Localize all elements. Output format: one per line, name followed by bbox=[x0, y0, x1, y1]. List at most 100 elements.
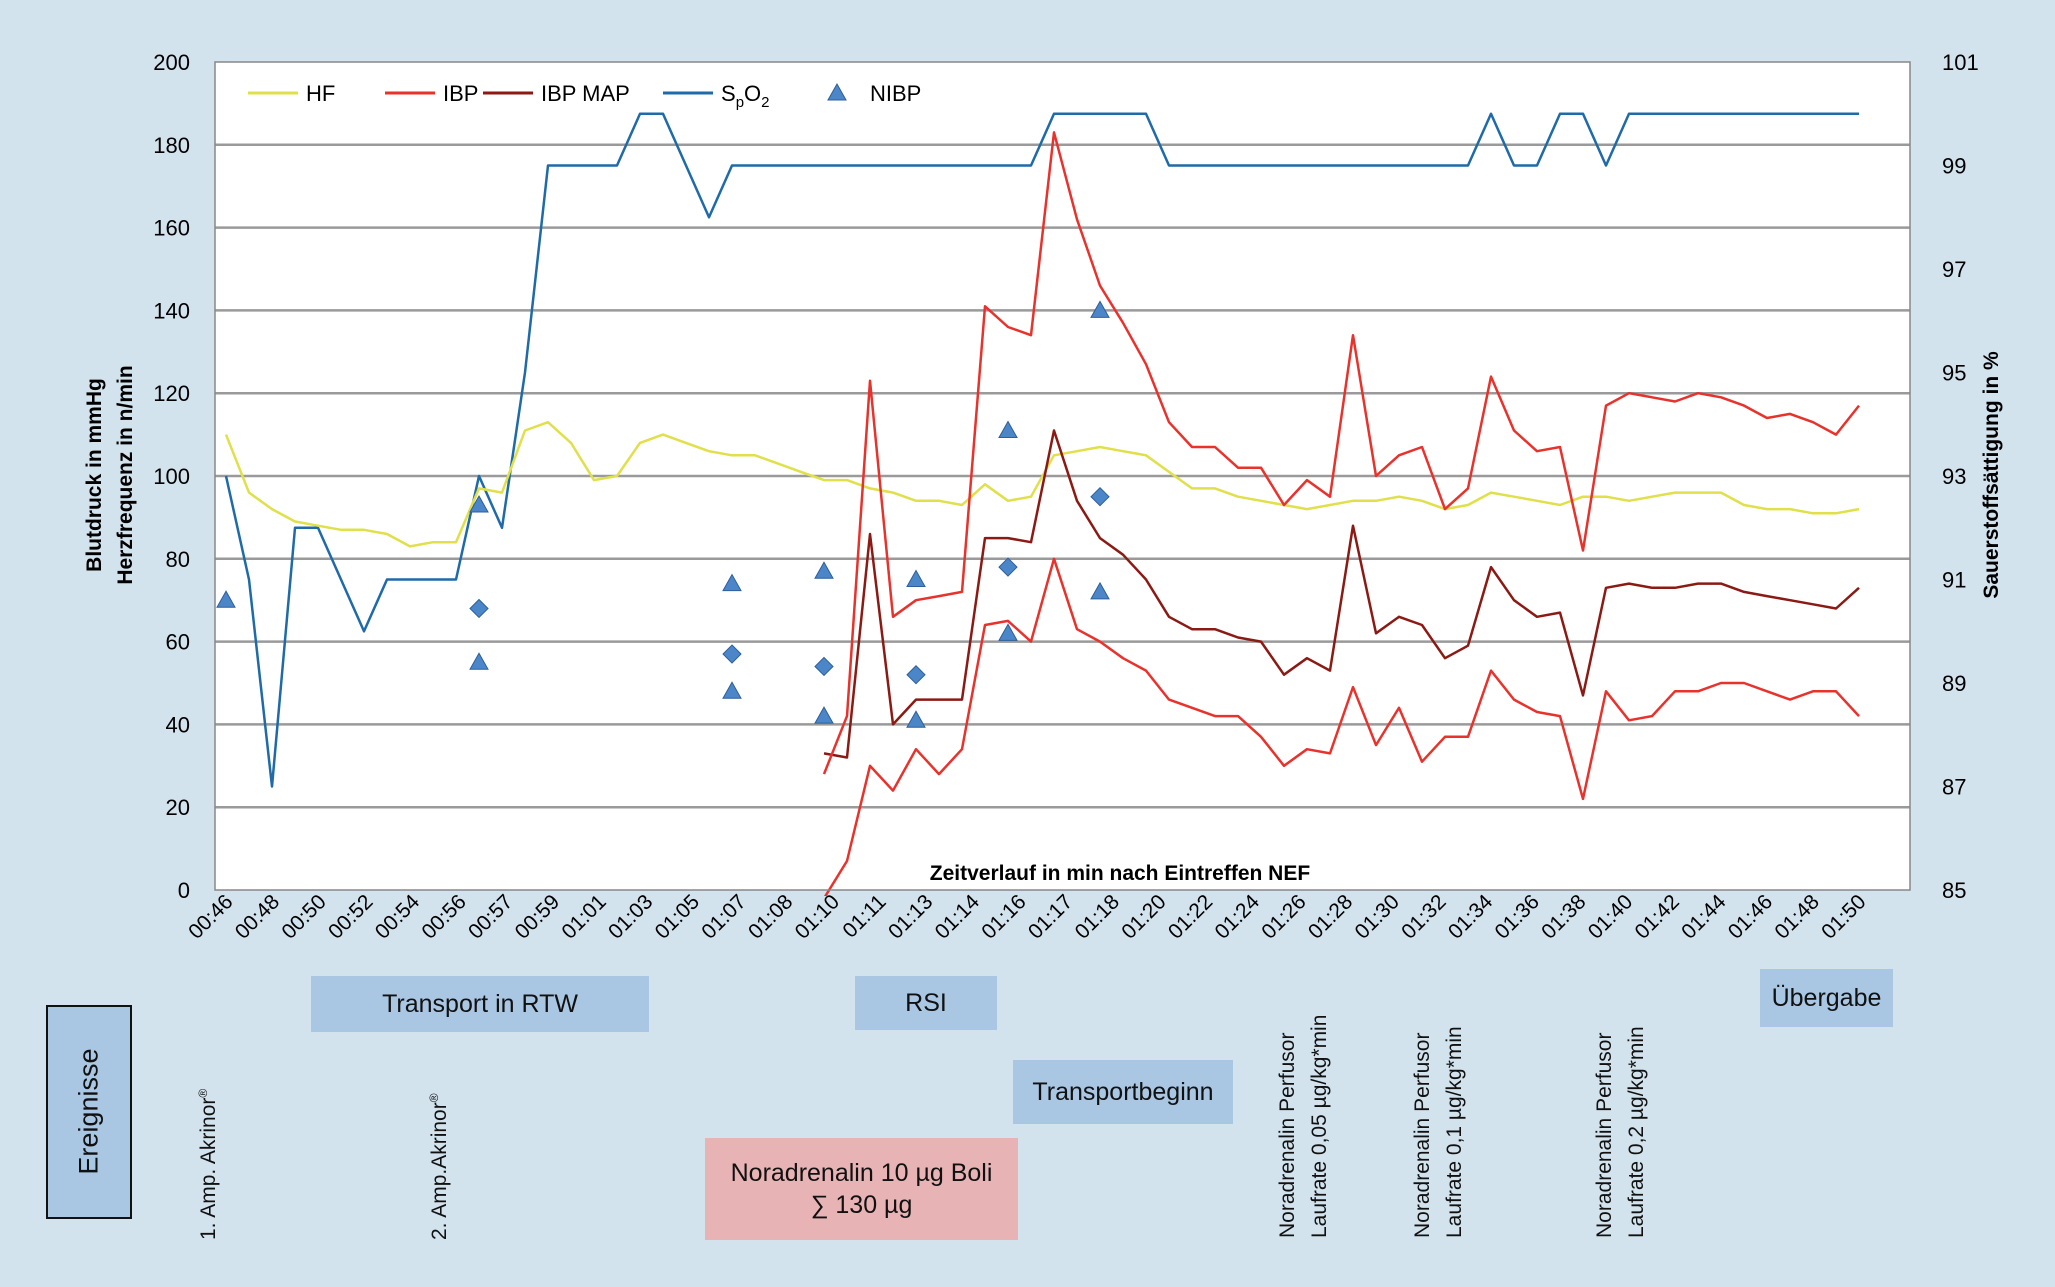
x-tick-label: 00:59 bbox=[511, 890, 564, 943]
x-tick-label: 01:48 bbox=[1770, 890, 1823, 943]
event-perfusor-2-line2: Laufrate 0,1 µg/kg*min bbox=[1442, 1026, 1466, 1238]
left-axis-title-1: Blutdruck in mmHg bbox=[83, 378, 106, 572]
x-tick-label: 01:40 bbox=[1584, 890, 1637, 943]
event-perfusor-2-line1: Noradrenalin Perfusor bbox=[1411, 1032, 1434, 1238]
x-tick-label: 01:13 bbox=[884, 890, 937, 943]
right-axis-ticks: 85 87 89 91 93 95 97 99 101 bbox=[1942, 50, 1979, 903]
x-tick-label: 01:30 bbox=[1351, 890, 1404, 943]
events-title-box: Ereignisse bbox=[46, 1005, 132, 1219]
right-tick-label: 93 bbox=[1942, 464, 1966, 489]
event-akrinor-1: 1. Amp. Akrinor® bbox=[193, 1089, 225, 1240]
legend-label: IBP bbox=[443, 81, 478, 106]
nibp-markers bbox=[216, 300, 1110, 728]
legend: HF IBP IBP MAP SpO2 NIBP bbox=[248, 81, 921, 111]
event-rsi: RSI bbox=[855, 976, 997, 1030]
right-tick-label: 97 bbox=[1942, 257, 1966, 282]
nibp-triangle-marker bbox=[469, 494, 489, 513]
event-perfusor-1: Noradrenalin Perfusor Laufrate 0,05 µg/k… bbox=[1272, 1015, 1335, 1238]
x-tick-label: 01:18 bbox=[1071, 890, 1124, 943]
x-tick-label: 00:56 bbox=[417, 890, 470, 943]
left-tick-label: 140 bbox=[153, 298, 190, 323]
right-tick-label: 85 bbox=[1942, 878, 1966, 903]
x-tick-label: 01:20 bbox=[1117, 890, 1170, 943]
event-transport-rtw: Transport in RTW bbox=[311, 976, 649, 1032]
x-tick-label: 00:50 bbox=[277, 890, 330, 943]
nibp-triangle-marker bbox=[814, 706, 834, 724]
series-line-ibp-systolic bbox=[822, 131, 1860, 775]
left-axis-ticks: 0 20 40 60 80 100 120 140 160 180 200 bbox=[153, 50, 190, 903]
nibp-diamond-marker bbox=[814, 656, 834, 677]
x-tick-label: 01:34 bbox=[1444, 890, 1498, 944]
x-axis-ticks: 00:4600:4800:5000:5200:5400:5600:5700:59… bbox=[184, 890, 1870, 944]
x-tick-label: 01:16 bbox=[977, 890, 1030, 943]
right-tick-label: 91 bbox=[1942, 568, 1966, 593]
event-noradrenalin-boli: Noradrenalin 10 µg Boli ∑ 130 µg bbox=[705, 1138, 1018, 1240]
x-tick-label: 01:17 bbox=[1024, 890, 1077, 943]
x-tick-label: 00:52 bbox=[324, 890, 377, 943]
legend-label: HF bbox=[306, 81, 335, 106]
x-tick-label: 01:05 bbox=[651, 890, 704, 943]
x-tick-label: 01:24 bbox=[1211, 890, 1265, 944]
legend-label: SpO2 bbox=[721, 81, 770, 111]
nibp-triangle-marker bbox=[998, 623, 1018, 641]
nibp-diamond-marker bbox=[722, 644, 742, 664]
right-axis-title: Sauerstoffsättigung in % bbox=[1980, 351, 2003, 599]
right-tick-label: 95 bbox=[1942, 361, 1966, 386]
nibp-diamond-marker bbox=[906, 665, 926, 685]
legend-label: NIBP bbox=[870, 81, 921, 106]
event-perfusor-1-line2: Laufrate 0,05 µg/kg*min bbox=[1307, 1014, 1331, 1238]
x-tick-label: 01:07 bbox=[697, 890, 750, 943]
nibp-diamond-marker bbox=[998, 557, 1018, 577]
nibp-triangle-marker bbox=[722, 573, 742, 592]
left-axis-title-2: Herzfrequenz in n/min bbox=[114, 365, 137, 584]
x-tick-label: 01:36 bbox=[1491, 890, 1544, 943]
x-tick-label: 01:26 bbox=[1257, 890, 1310, 943]
event-transport-rtw-label: Transport in RTW bbox=[382, 989, 578, 1018]
legend-label: IBP MAP bbox=[541, 81, 630, 106]
x-tick-label: 01:46 bbox=[1724, 890, 1777, 943]
left-tick-label: 200 bbox=[153, 50, 190, 75]
x-tick-label: 00:46 bbox=[184, 890, 237, 943]
left-tick-label: 100 bbox=[153, 464, 190, 489]
nibp-triangle-marker bbox=[814, 561, 834, 579]
nibp-triangle-marker bbox=[216, 590, 236, 608]
event-akrinor-1-label: 1. Amp. Akrinor bbox=[197, 1097, 220, 1240]
x-tick-label: 00:48 bbox=[231, 890, 284, 943]
event-noradrenalin-boli-line2: ∑ 130 µg bbox=[810, 1191, 913, 1219]
event-noradrenalin-boli-line1: Noradrenalin 10 µg Boli bbox=[730, 1158, 993, 1187]
x-tick-label: 00:54 bbox=[371, 890, 425, 944]
event-perfusor-3: Noradrenalin Perfusor Laufrate 0,2 µg/kg… bbox=[1589, 1026, 1652, 1238]
events-title: Ereignisse bbox=[73, 1048, 104, 1176]
event-rsi-label: RSI bbox=[905, 988, 947, 1017]
series-line-ibp-diastolic bbox=[823, 557, 1860, 896]
legend-label-part: 2 bbox=[761, 94, 769, 111]
event-perfusor-1-line1: Noradrenalin Perfusor bbox=[1276, 1032, 1299, 1238]
x-tick-label: 01:50 bbox=[1817, 890, 1870, 943]
nibp-triangle-marker bbox=[906, 710, 926, 728]
left-tick-label: 20 bbox=[166, 795, 190, 820]
left-tick-label: 60 bbox=[166, 630, 190, 655]
x-tick-label: 01:44 bbox=[1677, 890, 1731, 944]
event-akrinor-2-mark: ® bbox=[427, 1093, 441, 1103]
right-tick-label: 89 bbox=[1942, 671, 1966, 696]
event-perfusor-2: Noradrenalin Perfusor Laufrate 0,1 µg/kg… bbox=[1407, 1026, 1470, 1238]
event-akrinor-2-label: 2. Amp.Akrinor bbox=[428, 1102, 451, 1240]
nibp-diamond-marker bbox=[1090, 486, 1110, 507]
legend-label-part: p bbox=[736, 94, 744, 111]
x-tick-label: 01:01 bbox=[557, 890, 610, 943]
right-tick-label: 87 bbox=[1942, 775, 1966, 800]
left-tick-label: 0 bbox=[178, 878, 190, 903]
event-uebergabe-label: Übergabe bbox=[1771, 983, 1882, 1012]
event-perfusor-3-line1: Noradrenalin Perfusor bbox=[1593, 1032, 1616, 1238]
right-tick-label: 101 bbox=[1942, 50, 1979, 75]
event-uebergabe: Übergabe bbox=[1760, 969, 1893, 1027]
left-tick-label: 120 bbox=[153, 381, 190, 406]
nibp-diamond-marker bbox=[469, 598, 489, 619]
plot-border bbox=[214, 61, 1911, 891]
x-tick-label: 01:42 bbox=[1630, 890, 1683, 943]
x-tick-label: 01:28 bbox=[1304, 890, 1357, 943]
nibp-triangle-marker bbox=[1090, 581, 1110, 600]
x-tick-label: 01:11 bbox=[838, 890, 890, 942]
grid-lines bbox=[215, 143, 1910, 809]
